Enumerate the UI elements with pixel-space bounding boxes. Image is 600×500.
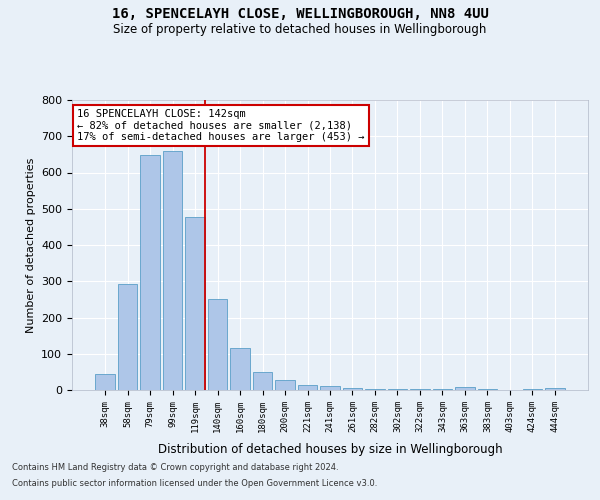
Bar xyxy=(388,389,407,390)
Bar xyxy=(140,155,160,390)
Bar xyxy=(455,388,475,390)
Bar xyxy=(208,300,227,390)
Bar xyxy=(478,389,497,390)
Bar xyxy=(523,389,542,390)
Bar xyxy=(320,386,340,390)
Bar xyxy=(118,284,137,390)
Text: Size of property relative to detached houses in Wellingborough: Size of property relative to detached ho… xyxy=(113,22,487,36)
Bar xyxy=(253,372,272,390)
Text: Contains public sector information licensed under the Open Government Licence v3: Contains public sector information licen… xyxy=(12,478,377,488)
Text: Distribution of detached houses by size in Wellingborough: Distribution of detached houses by size … xyxy=(158,442,502,456)
Text: 16 SPENCELAYH CLOSE: 142sqm
← 82% of detached houses are smaller (2,138)
17% of : 16 SPENCELAYH CLOSE: 142sqm ← 82% of det… xyxy=(77,108,365,142)
Bar xyxy=(163,151,182,390)
Bar xyxy=(298,384,317,390)
Bar xyxy=(410,389,430,390)
Text: 16, SPENCELAYH CLOSE, WELLINGBOROUGH, NN8 4UU: 16, SPENCELAYH CLOSE, WELLINGBOROUGH, NN… xyxy=(112,8,488,22)
Y-axis label: Number of detached properties: Number of detached properties xyxy=(26,158,35,332)
Bar xyxy=(433,389,452,390)
Bar xyxy=(343,388,362,390)
Bar xyxy=(185,216,205,390)
Bar xyxy=(95,374,115,390)
Text: Contains HM Land Registry data © Crown copyright and database right 2024.: Contains HM Land Registry data © Crown c… xyxy=(12,464,338,472)
Bar xyxy=(275,380,295,390)
Bar xyxy=(545,388,565,390)
Bar xyxy=(365,389,385,390)
Bar xyxy=(230,348,250,390)
